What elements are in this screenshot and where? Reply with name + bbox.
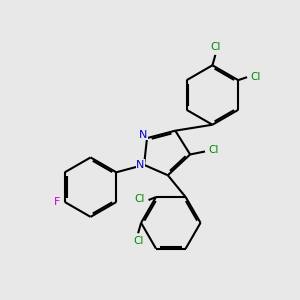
Text: F: F	[54, 197, 61, 207]
Text: Cl: Cl	[210, 43, 220, 52]
Text: Cl: Cl	[133, 236, 143, 246]
Text: Cl: Cl	[134, 194, 145, 204]
Text: N: N	[139, 130, 148, 140]
Text: Cl: Cl	[251, 72, 261, 82]
Text: Cl: Cl	[209, 145, 219, 155]
Text: N: N	[136, 160, 145, 170]
